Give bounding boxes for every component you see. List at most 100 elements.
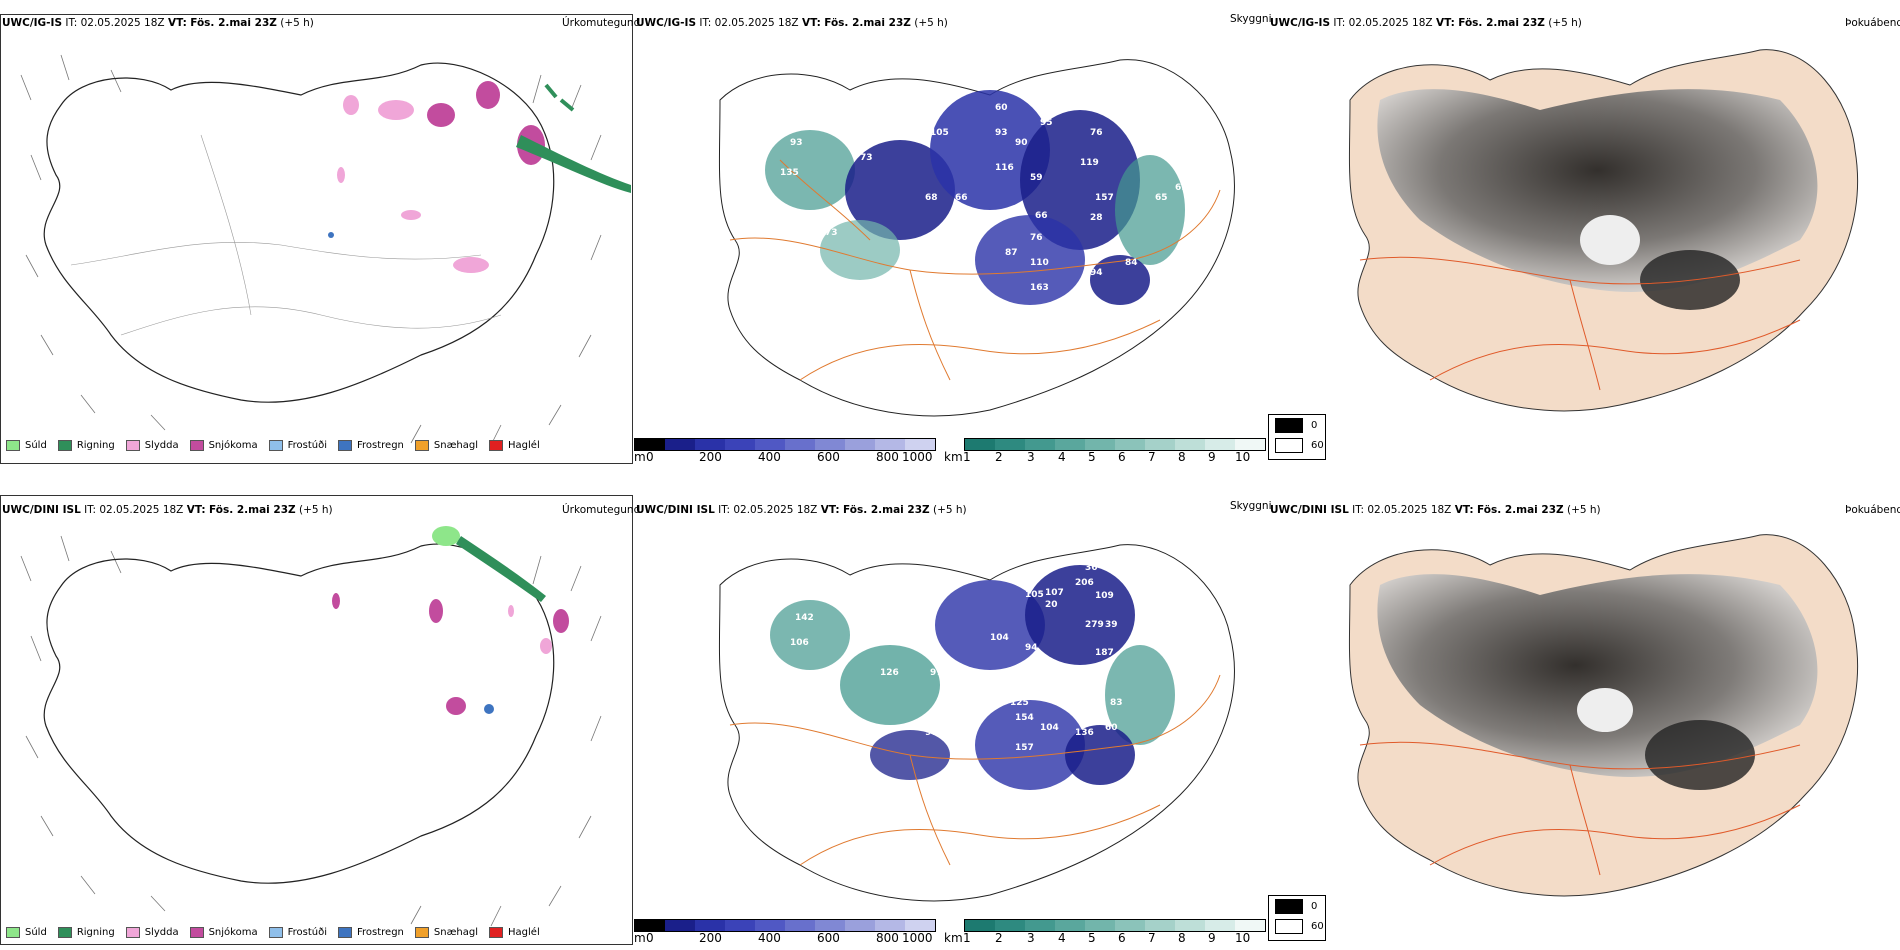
ceiling-values: 142 106 36 206 105 107 109 108 20 104 12…	[790, 563, 1183, 753]
fog-map-1	[1300, 40, 1860, 430]
vis-scale-unit-1: km	[944, 450, 963, 464]
legend-item-rigning: Rigning	[57, 927, 115, 938]
legend-item-hagel: Haglél	[489, 440, 540, 451]
svg-text:157: 157	[1095, 193, 1114, 203]
legend-item-rigning: Rigning	[57, 440, 115, 451]
header-ceiling-2: UWC/DINI ISL IT: 02.05.2025 18Z VT: Fös.…	[636, 504, 967, 516]
ceiling-values: 93 135 73 105 60 95 76 119 93 90 65 68 6…	[780, 103, 1188, 293]
legend-item-snjokoma: Snjókoma	[189, 927, 258, 938]
ceiling-title-2: Skyggni	[1230, 500, 1272, 512]
vis-tick: 4	[1058, 931, 1066, 945]
svg-text:65: 65	[1165, 628, 1178, 638]
precip-areas	[328, 81, 631, 273]
legend-item-slydda: Slydda	[125, 440, 179, 451]
vis-tick: 8	[1178, 450, 1186, 464]
svg-text:104: 104	[1040, 723, 1059, 733]
header-ceiling-1: UWC/IG-IS IT: 02.05.2025 18Z VT: Fös. 2.…	[636, 17, 948, 29]
svg-text:20: 20	[1045, 600, 1058, 610]
vis-tick: 6	[1118, 450, 1126, 464]
svg-text:119: 119	[1080, 158, 1099, 168]
svg-text:66: 66	[1035, 211, 1048, 221]
svg-text:90: 90	[925, 728, 938, 738]
precip-type-map-1	[0, 14, 633, 464]
svg-text:139: 139	[960, 713, 979, 723]
ceiling-tick: 0	[646, 450, 654, 464]
roads	[729, 159, 1221, 381]
svg-text:163: 163	[1030, 283, 1049, 293]
fog-map-svg-2	[1348, 534, 1858, 897]
precip-type-map-2	[0, 495, 633, 945]
iceland-outline	[43, 543, 555, 884]
svg-text:154: 154	[1015, 713, 1034, 723]
svg-text:73: 73	[860, 153, 873, 163]
svg-text:104: 104	[990, 633, 1009, 643]
vis-tick: 2	[995, 931, 1003, 945]
vis-scale-2	[964, 919, 1266, 932]
svg-text:106: 106	[790, 638, 809, 648]
svg-text:107: 107	[810, 213, 829, 223]
svg-text:93: 93	[995, 128, 1008, 138]
svg-text:76: 76	[1030, 233, 1043, 243]
ceiling-tick: 600	[817, 450, 840, 464]
ceiling-scale-unit-2: m	[634, 931, 646, 945]
svg-text:93: 93	[790, 138, 803, 148]
roads	[1359, 741, 1801, 876]
svg-text:60: 60	[1105, 723, 1118, 733]
ceiling-tick: 400	[758, 450, 781, 464]
legend-item-sild: Súld	[6, 927, 47, 938]
svg-text:65: 65	[1165, 148, 1178, 158]
svg-text:125: 125	[1010, 698, 1029, 708]
svg-text:279: 279	[1085, 620, 1104, 630]
svg-text:69: 69	[1175, 183, 1188, 193]
svg-text:135: 135	[780, 168, 799, 178]
legend-item-frostregn: Frostregn	[338, 440, 404, 451]
svg-text:157: 157	[1015, 743, 1034, 753]
header-fog-2: UWC/DINI ISL IT: 02.05.2025 18Z VT: Fös.…	[1270, 504, 1601, 516]
svg-text:105: 105	[1025, 590, 1044, 600]
ceiling-tick: 200	[699, 450, 722, 464]
ceiling-scale-1	[634, 438, 936, 451]
fog-legend-2: 0 60	[1268, 895, 1326, 941]
cloud-areas	[770, 565, 1175, 790]
fog-title-2: Þokuábendi	[1845, 504, 1900, 516]
vis-tick: 9	[1208, 450, 1216, 464]
svg-text:68: 68	[925, 193, 938, 203]
svg-text:84: 84	[1125, 258, 1138, 268]
header-fog-1: UWC/IG-IS IT: 02.05.2025 18Z VT: Fös. 2.…	[1270, 17, 1582, 29]
ceiling-map-1: 93 135 73 105 60 95 76 119 93 90 65 68 6…	[660, 40, 1240, 430]
ceiling-tick: 1000	[902, 450, 933, 464]
precip-areas	[332, 526, 569, 715]
ceiling-tick: 400	[758, 931, 781, 945]
svg-text:116: 116	[995, 163, 1014, 173]
roads	[70, 134, 502, 336]
precip-title-2: Úrkomutegund	[562, 504, 641, 516]
vis-scale-1	[964, 438, 1266, 451]
svg-text:106: 106	[1045, 668, 1064, 678]
legend-item-frostudi: Frostúði	[268, 927, 327, 938]
vis-tick: 10	[1235, 931, 1251, 945]
svg-text:62: 62	[1170, 648, 1183, 658]
svg-text:119: 119	[1150, 113, 1169, 123]
roads	[1359, 256, 1801, 391]
vis-tick: 9	[1208, 931, 1216, 945]
row-2: Súld Rigning Slydda Snjókoma Frostúði Fr…	[0, 475, 1900, 950]
legend-item-snaehagl: Snæhagl	[414, 927, 478, 938]
precip-map-svg-1	[20, 54, 631, 446]
legend-item-snaehagl: Snæhagl	[414, 440, 478, 451]
precip-legend-2: Súld Rigning Slydda Snjókoma Frostúði Fr…	[6, 927, 551, 938]
cloud-areas	[765, 90, 1185, 305]
fog-map-svg-1	[1348, 49, 1858, 412]
fog-field	[1377, 89, 1818, 292]
svg-text:66: 66	[955, 193, 968, 203]
iceland-outline	[43, 62, 555, 403]
vis-tick: 1	[963, 450, 971, 464]
vis-tick: 7	[1148, 931, 1156, 945]
svg-text:187: 187	[1095, 648, 1114, 658]
svg-text:60: 60	[995, 103, 1008, 113]
header-precip-2: UWC/DINI ISL IT: 02.05.2025 18Z VT: Fös.…	[2, 504, 333, 516]
legend-item-frostregn: Frostregn	[338, 927, 404, 938]
vis-tick: 6	[1118, 931, 1126, 945]
vis-tick: 1	[963, 931, 971, 945]
svg-text:108: 108	[1130, 583, 1149, 593]
svg-text:142: 142	[795, 613, 814, 623]
